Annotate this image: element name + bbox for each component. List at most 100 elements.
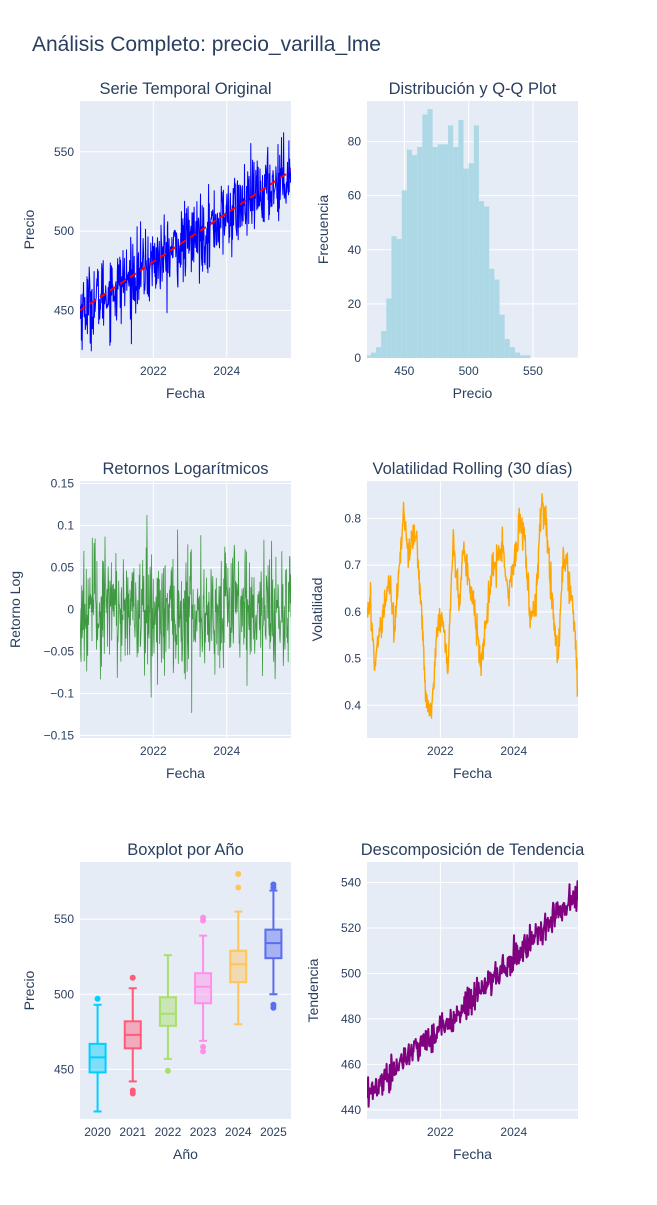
- x-tick-label: 2022: [427, 1125, 454, 1139]
- y-tick-label: 0.4: [344, 698, 361, 712]
- plot-marks: [367, 493, 578, 719]
- y-tick-label: 40: [348, 243, 362, 257]
- plot-marks: [80, 132, 291, 352]
- page-title: Análisis Completo: precio_varilla_lme: [32, 33, 381, 56]
- y-tick-label: 0: [67, 603, 74, 617]
- subplot-title: Retornos Logarítmicos: [103, 460, 269, 478]
- histogram-bar: [370, 352, 377, 358]
- x-tick-label: 2024: [500, 744, 527, 758]
- histogram-bar: [473, 125, 479, 358]
- y-tick-label: −0.05: [44, 644, 75, 658]
- histogram-bar: [442, 144, 449, 358]
- series-line: [80, 132, 291, 352]
- box-2023: [194, 914, 213, 1055]
- histogram-bar: [489, 268, 495, 358]
- subplot-title: Serie Temporal Original: [99, 80, 271, 98]
- x-tick-label: 2022: [427, 744, 454, 758]
- histogram-bar: [458, 119, 464, 358]
- plot-marks: [367, 880, 578, 1108]
- outlier-point: [94, 995, 101, 1002]
- y-tick-label: 20: [348, 297, 362, 311]
- histogram-bar: [432, 146, 438, 358]
- histogram-bar: [504, 339, 510, 358]
- histogram-bar: [520, 355, 526, 358]
- outlier-point: [235, 871, 242, 878]
- x-tick-label: 450: [394, 364, 414, 378]
- box-2021: [123, 974, 142, 1097]
- y-tick-label: 0.6: [344, 605, 361, 619]
- y-tick-label: 0: [354, 351, 361, 365]
- y-axis-label: Retorno Log: [7, 571, 23, 648]
- histogram-bar: [494, 279, 500, 358]
- y-tick-label: 0.15: [51, 477, 75, 491]
- x-tick-label: 2022: [155, 1125, 182, 1139]
- box-2020: [88, 995, 107, 1113]
- y-tick-label: 500: [54, 224, 74, 238]
- histogram-bar: [367, 355, 371, 358]
- outlier-point: [200, 1043, 207, 1050]
- y-tick-label: −0.15: [44, 728, 75, 742]
- y-axis-label: Tendencia: [305, 958, 321, 1022]
- histogram-bar: [422, 114, 428, 358]
- y-tick-label: 0.7: [344, 558, 361, 572]
- outlier-point: [270, 1004, 277, 1011]
- outlier-point: [200, 917, 207, 924]
- histogram-bar: [437, 144, 443, 358]
- x-axis-label: Fecha: [453, 765, 492, 781]
- outlier-point: [129, 1090, 136, 1097]
- series-line: [80, 514, 291, 714]
- outlier-point: [270, 884, 277, 891]
- x-tick-label: 2025: [260, 1125, 287, 1139]
- x-tick-label: 2023: [190, 1125, 217, 1139]
- chart-distribucion: 0 20 40 60 80 450 500 550 Distribución y Q-Q Plo…: [315, 80, 578, 401]
- histogram-bar: [448, 125, 454, 358]
- y-tick-label: 450: [54, 303, 74, 317]
- plot-marks: [80, 514, 291, 714]
- y-axis-label: Volatilidad: [309, 578, 325, 642]
- y-tick-label: 0.1: [57, 519, 74, 533]
- plot-area: [80, 862, 291, 1119]
- plot-area: [367, 862, 578, 1119]
- x-tick-label: 2022: [140, 364, 167, 378]
- box-2025: [264, 881, 283, 1011]
- histogram-bar: [417, 146, 423, 358]
- x-axis-label: Fecha: [453, 1146, 492, 1162]
- y-axis-label: Precio: [21, 970, 37, 1010]
- chart-volatilidad: 0.4 0.5 0.6 0.7 0.8 2022 2024 Volatilidad Rolli…: [309, 460, 578, 781]
- box-body: [194, 972, 213, 1005]
- y-tick-label: 0.05: [51, 561, 75, 575]
- outlier-point: [129, 974, 136, 981]
- histogram-bar: [453, 146, 459, 358]
- y-tick-label: 520: [341, 921, 361, 935]
- histogram-bar: [376, 347, 382, 358]
- chart-tendencia: 440 460 480 500 520 540 2022 2024 Descomposición…: [305, 841, 585, 1162]
- y-tick-label: 540: [341, 875, 361, 889]
- y-tick-label: 500: [54, 987, 74, 1001]
- outlier-point: [235, 884, 242, 891]
- histogram-bar: [427, 109, 433, 358]
- histogram-bar: [396, 238, 402, 358]
- y-tick-label: 0.8: [344, 511, 361, 525]
- y-tick-label: 500: [341, 966, 361, 980]
- outlier-point: [200, 1048, 207, 1055]
- histogram-bar: [412, 155, 418, 358]
- subplot-title: Volatilidad Rolling (30 días): [373, 460, 573, 478]
- histogram-bar: [391, 236, 397, 358]
- x-tick-label: 2024: [225, 1125, 252, 1139]
- charts-layer: 450 500 550 2022 2024 Serie Temporal Original…: [7, 80, 585, 1162]
- y-tick-label: 60: [348, 189, 362, 203]
- trend-line: [80, 169, 291, 312]
- x-tick-label: 2021: [119, 1125, 146, 1139]
- box-body: [158, 996, 177, 1027]
- subplot-title: Distribución y Q-Q Plot: [389, 80, 557, 98]
- x-axis-label: Fecha: [166, 385, 205, 401]
- x-tick-label: 2024: [213, 744, 240, 758]
- y-tick-label: 0.5: [344, 652, 361, 666]
- plot-marks: [367, 109, 531, 358]
- y-tick-label: 450: [54, 1062, 74, 1076]
- subplot-title: Descomposición de Tendencia: [361, 841, 585, 859]
- x-tick-label: 2020: [84, 1125, 111, 1139]
- box-2024: [229, 871, 248, 1026]
